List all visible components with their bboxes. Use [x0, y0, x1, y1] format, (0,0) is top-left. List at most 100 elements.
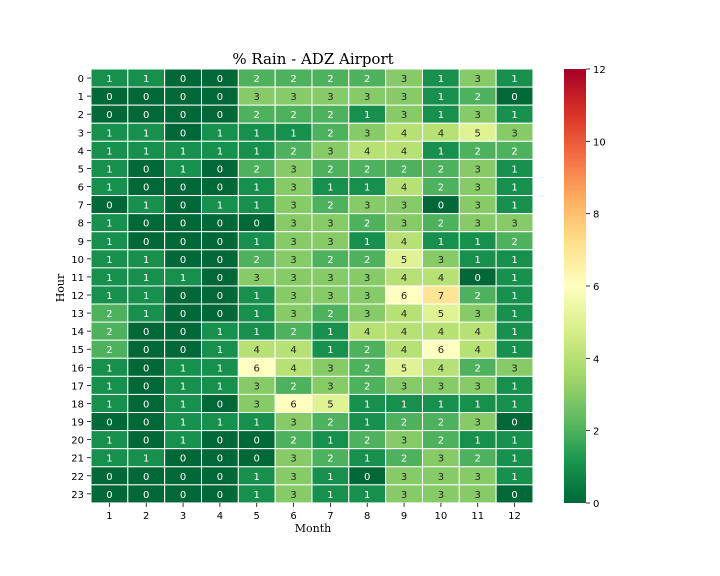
- cell-value-label: 3: [290, 472, 296, 483]
- cell-value-label: 1: [327, 490, 333, 501]
- cell-value-label: 0: [217, 237, 223, 248]
- cell-value-label: 1: [511, 164, 517, 175]
- cell-value-label: 1: [217, 363, 223, 374]
- y-tick-label: 21: [71, 454, 84, 465]
- cell-value-label: 2: [327, 201, 333, 212]
- colorbar-tick-label: 12: [593, 65, 606, 76]
- cell-value-label: 2: [364, 363, 370, 374]
- cell-value-label: 0: [180, 237, 186, 248]
- cell-value-label: 3: [290, 201, 296, 212]
- y-tick-label: 14: [71, 327, 84, 338]
- cell-value-label: 2: [475, 363, 481, 374]
- cell-value-label: 0: [217, 291, 223, 302]
- cell-value-label: 3: [511, 363, 517, 374]
- cell-value-label: 1: [511, 345, 517, 356]
- cell-value-label: 1: [143, 255, 149, 266]
- cell-value-label: 6: [254, 363, 260, 374]
- cell-value-label: 0: [143, 110, 149, 121]
- cell-value-label: 3: [290, 237, 296, 248]
- y-tick-label: 23: [71, 490, 84, 501]
- cell-value-label: 0: [143, 183, 149, 194]
- cell-value-label: 1: [254, 327, 260, 338]
- cell-value-label: 1: [254, 490, 260, 501]
- cell-value-label: 3: [475, 164, 481, 175]
- cell-value-label: 0: [217, 74, 223, 85]
- cell-value-label: 0: [217, 490, 223, 501]
- cell-value-label: 1: [180, 436, 186, 447]
- cell-value-label: 3: [364, 201, 370, 212]
- cell-value-label: 2: [327, 309, 333, 320]
- cell-value-label: 2: [364, 436, 370, 447]
- cell-value-label: 2: [290, 146, 296, 157]
- cell-value-label: 2: [475, 92, 481, 103]
- cell-value-label: 1: [327, 183, 333, 194]
- cell-value-label: 1: [143, 201, 149, 212]
- cell-value-label: 1: [327, 436, 333, 447]
- cell-value-label: 1: [327, 345, 333, 356]
- cell-value-label: 3: [254, 273, 260, 284]
- cell-value-label: 0: [217, 183, 223, 194]
- cell-value-label: 1: [401, 399, 407, 410]
- cell-value-label: 3: [364, 291, 370, 302]
- cell-value-label: 0: [143, 327, 149, 338]
- cell-value-label: 1: [438, 237, 444, 248]
- cell-value-label: 1: [217, 327, 223, 338]
- cell-value-label: 1: [106, 399, 112, 410]
- cell-value-label: 2: [364, 74, 370, 85]
- cell-value-label: 3: [290, 273, 296, 284]
- cell-value-label: 3: [254, 92, 260, 103]
- cell-value-label: 1: [106, 454, 112, 465]
- cell-value-label: 3: [401, 490, 407, 501]
- cell-value-label: 2: [327, 255, 333, 266]
- cell-value-label: 1: [511, 436, 517, 447]
- y-tick-label: 7: [78, 201, 84, 212]
- cell-value-label: 2: [438, 418, 444, 429]
- cell-value-label: 1: [180, 164, 186, 175]
- cell-value-label: 3: [327, 92, 333, 103]
- cell-value-label: 1: [364, 110, 370, 121]
- cell-value-label: 2: [438, 219, 444, 230]
- y-tick-label: 1: [78, 92, 84, 103]
- cell-value-label: 1: [106, 273, 112, 284]
- cell-value-label: 0: [217, 110, 223, 121]
- cell-value-label: 2: [438, 183, 444, 194]
- cell-value-label: 0: [143, 381, 149, 392]
- y-tick-label: 5: [78, 164, 84, 175]
- cell-value-label: 3: [475, 309, 481, 320]
- cell-value-label: 4: [438, 273, 444, 284]
- cell-value-label: 0: [143, 164, 149, 175]
- cell-value-label: 0: [180, 309, 186, 320]
- cell-value-label: 2: [475, 146, 481, 157]
- cell-value-label: 1: [511, 273, 517, 284]
- x-tick-label: 5: [254, 511, 260, 522]
- cell-value-label: 0: [217, 92, 223, 103]
- cell-value-label: 1: [438, 74, 444, 85]
- cell-value-label: 0: [438, 201, 444, 212]
- cell-value-label: 1: [475, 237, 481, 248]
- cell-value-label: 0: [180, 345, 186, 356]
- cell-value-label: 0: [217, 164, 223, 175]
- cell-value-label: 3: [401, 74, 407, 85]
- cell-value-label: 0: [180, 110, 186, 121]
- x-tick-label: 4: [217, 511, 223, 522]
- cell-value-label: 3: [475, 219, 481, 230]
- cell-value-label: 1: [106, 363, 112, 374]
- cell-value-label: 1: [180, 399, 186, 410]
- cell-value-label: 2: [327, 128, 333, 139]
- cell-value-label: 0: [511, 418, 517, 429]
- cell-value-label: 4: [475, 345, 481, 356]
- cell-value-label: 1: [106, 291, 112, 302]
- cell-value-label: 3: [327, 273, 333, 284]
- cell-value-label: 0: [217, 472, 223, 483]
- cell-value-label: 6: [401, 291, 407, 302]
- y-tick-label: 19: [71, 418, 84, 429]
- cell-value-label: 1: [106, 164, 112, 175]
- x-axis-ticks: 1 2 3 4 5 6 7 8 9 10 11 12: [106, 502, 521, 522]
- cell-value-label: 1: [254, 237, 260, 248]
- cell-value-label: 0: [143, 399, 149, 410]
- cell-value-label: 3: [475, 183, 481, 194]
- cell-value-label: 0: [180, 128, 186, 139]
- y-tick-label: 4: [78, 146, 84, 157]
- cell-value-label: 0: [106, 490, 112, 501]
- cell-value-label: 1: [364, 454, 370, 465]
